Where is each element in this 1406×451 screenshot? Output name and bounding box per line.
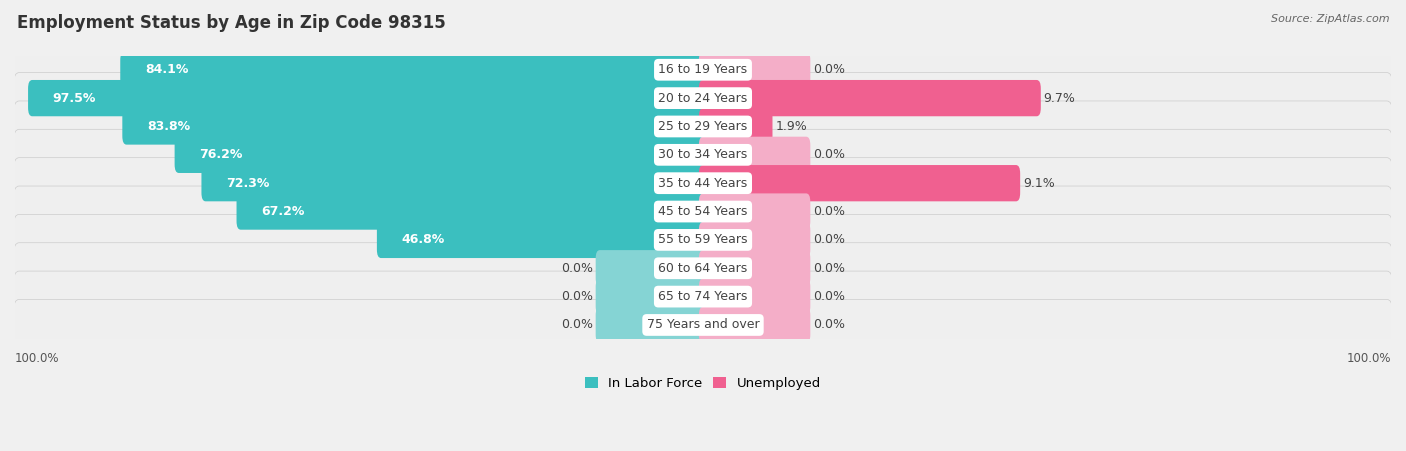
FancyBboxPatch shape bbox=[699, 307, 810, 343]
FancyBboxPatch shape bbox=[174, 137, 707, 173]
Text: Source: ZipAtlas.com: Source: ZipAtlas.com bbox=[1271, 14, 1389, 23]
FancyBboxPatch shape bbox=[596, 278, 707, 315]
Text: 20 to 24 Years: 20 to 24 Years bbox=[658, 92, 748, 105]
Text: 84.1%: 84.1% bbox=[145, 63, 188, 76]
Text: 25 to 29 Years: 25 to 29 Years bbox=[658, 120, 748, 133]
Text: 65 to 74 Years: 65 to 74 Years bbox=[658, 290, 748, 303]
FancyBboxPatch shape bbox=[14, 271, 1392, 322]
FancyBboxPatch shape bbox=[699, 80, 1040, 116]
FancyBboxPatch shape bbox=[699, 250, 810, 286]
FancyBboxPatch shape bbox=[699, 108, 772, 145]
Text: 0.0%: 0.0% bbox=[813, 262, 845, 275]
Text: 100.0%: 100.0% bbox=[15, 352, 59, 365]
FancyBboxPatch shape bbox=[14, 101, 1392, 152]
FancyBboxPatch shape bbox=[377, 222, 707, 258]
Text: 0.0%: 0.0% bbox=[561, 262, 593, 275]
Text: 0.0%: 0.0% bbox=[813, 205, 845, 218]
Text: 46.8%: 46.8% bbox=[402, 234, 444, 246]
Text: 0.0%: 0.0% bbox=[813, 318, 845, 331]
FancyBboxPatch shape bbox=[14, 129, 1392, 180]
FancyBboxPatch shape bbox=[14, 214, 1392, 266]
Text: 0.0%: 0.0% bbox=[813, 234, 845, 246]
Text: 45 to 54 Years: 45 to 54 Years bbox=[658, 205, 748, 218]
FancyBboxPatch shape bbox=[699, 51, 810, 88]
FancyBboxPatch shape bbox=[699, 222, 810, 258]
Text: 9.7%: 9.7% bbox=[1043, 92, 1076, 105]
Text: 67.2%: 67.2% bbox=[262, 205, 305, 218]
FancyBboxPatch shape bbox=[14, 73, 1392, 124]
Text: 0.0%: 0.0% bbox=[813, 63, 845, 76]
Text: 9.1%: 9.1% bbox=[1024, 177, 1054, 190]
Text: 0.0%: 0.0% bbox=[813, 290, 845, 303]
FancyBboxPatch shape bbox=[14, 299, 1392, 350]
FancyBboxPatch shape bbox=[28, 80, 707, 116]
Text: 100.0%: 100.0% bbox=[1347, 352, 1391, 365]
FancyBboxPatch shape bbox=[699, 278, 810, 315]
FancyBboxPatch shape bbox=[236, 193, 707, 230]
FancyBboxPatch shape bbox=[14, 44, 1392, 95]
Text: 72.3%: 72.3% bbox=[226, 177, 270, 190]
Text: 16 to 19 Years: 16 to 19 Years bbox=[658, 63, 748, 76]
Text: 0.0%: 0.0% bbox=[561, 290, 593, 303]
FancyBboxPatch shape bbox=[121, 51, 707, 88]
Text: 75 Years and over: 75 Years and over bbox=[647, 318, 759, 331]
Text: 60 to 64 Years: 60 to 64 Years bbox=[658, 262, 748, 275]
Text: 35 to 44 Years: 35 to 44 Years bbox=[658, 177, 748, 190]
FancyBboxPatch shape bbox=[14, 186, 1392, 237]
FancyBboxPatch shape bbox=[14, 243, 1392, 294]
Text: Employment Status by Age in Zip Code 98315: Employment Status by Age in Zip Code 983… bbox=[17, 14, 446, 32]
FancyBboxPatch shape bbox=[699, 165, 1021, 201]
Text: 0.0%: 0.0% bbox=[561, 318, 593, 331]
Text: 83.8%: 83.8% bbox=[148, 120, 190, 133]
Text: 1.9%: 1.9% bbox=[775, 120, 807, 133]
Text: 0.0%: 0.0% bbox=[813, 148, 845, 161]
FancyBboxPatch shape bbox=[596, 307, 707, 343]
FancyBboxPatch shape bbox=[699, 137, 810, 173]
Text: 30 to 34 Years: 30 to 34 Years bbox=[658, 148, 748, 161]
Text: 55 to 59 Years: 55 to 59 Years bbox=[658, 234, 748, 246]
FancyBboxPatch shape bbox=[699, 193, 810, 230]
Text: 76.2%: 76.2% bbox=[200, 148, 243, 161]
FancyBboxPatch shape bbox=[596, 250, 707, 286]
FancyBboxPatch shape bbox=[122, 108, 707, 145]
FancyBboxPatch shape bbox=[201, 165, 707, 201]
Text: 97.5%: 97.5% bbox=[53, 92, 96, 105]
FancyBboxPatch shape bbox=[14, 158, 1392, 209]
Legend: In Labor Force, Unemployed: In Labor Force, Unemployed bbox=[579, 371, 827, 395]
